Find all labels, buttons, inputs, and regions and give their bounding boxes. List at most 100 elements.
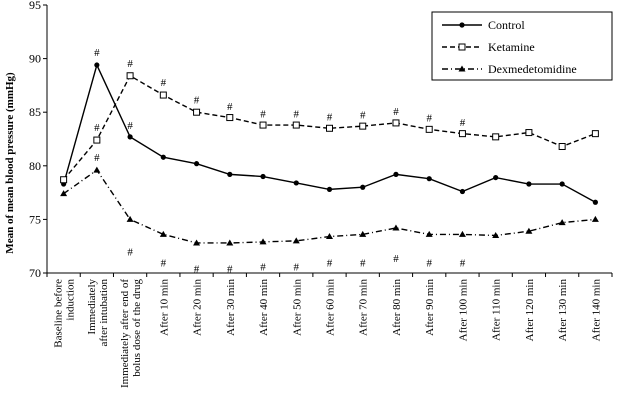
data-point xyxy=(591,215,599,222)
significance-marker: # xyxy=(94,47,100,59)
data-point xyxy=(425,125,433,133)
y-tick-label: 85 xyxy=(29,105,41,119)
legend-label: Dexmedetomidine xyxy=(488,62,577,76)
significance-marker: # xyxy=(460,257,466,269)
significance-marker: # xyxy=(127,58,133,70)
x-tick-label: After 130 min xyxy=(557,279,569,342)
data-point xyxy=(159,230,167,237)
data-point xyxy=(193,161,200,167)
x-tick-label: After 120 min xyxy=(524,279,536,342)
significance-marker: # xyxy=(127,120,133,132)
data-point xyxy=(393,171,399,177)
x-tick-label: After 90 min xyxy=(424,279,436,336)
data-point xyxy=(293,180,299,186)
data-point xyxy=(94,62,100,68)
legend-item-control: Control xyxy=(442,18,525,32)
x-tick-label: After 110 min xyxy=(491,279,503,341)
y-tick-label: 75 xyxy=(29,212,41,226)
data-point xyxy=(526,181,532,187)
data-point xyxy=(60,190,68,197)
x-tick-label: Baseline before induction xyxy=(53,279,77,348)
significance-marker: # xyxy=(393,253,399,265)
data-point xyxy=(93,136,101,144)
significance-marker: # xyxy=(294,262,300,274)
x-tick-label: After 140 min xyxy=(590,279,602,342)
x-axis-ticks: Baseline before induction Immediately after… xyxy=(46,273,613,389)
x-tick-label-line: After 140 min xyxy=(590,279,602,342)
series-ketamine xyxy=(60,72,599,184)
legend-label: Control xyxy=(488,18,525,32)
data-point xyxy=(458,130,466,138)
significance-marker: # xyxy=(327,257,333,269)
significance-marker: # xyxy=(360,257,366,269)
significance-marker: # xyxy=(260,108,266,120)
series-control xyxy=(61,62,598,205)
significance-marker: # xyxy=(227,264,233,276)
significance-marker: # xyxy=(426,113,432,125)
y-axis-label: Mean of mean blood pressure (mmHg) xyxy=(4,72,16,254)
x-tick-label-line: After 60 min xyxy=(325,279,337,336)
data-point xyxy=(359,122,367,130)
data-point xyxy=(127,134,133,140)
legend-label: Ketamine xyxy=(488,40,535,54)
legend-item-dexmedetomidine: Dexmedetomidine xyxy=(442,62,577,76)
significance-marker: # xyxy=(360,109,366,121)
y-tick-label: 80 xyxy=(29,159,41,173)
significance-marker: # xyxy=(327,111,333,123)
x-tick-label-line: After 110 min xyxy=(491,279,503,341)
data-point xyxy=(392,224,400,231)
x-tick-label-line: bolus dose of the drug xyxy=(131,279,143,377)
y-tick-label: 95 xyxy=(29,0,41,12)
x-tick-label-line: After 70 min xyxy=(358,279,370,336)
legend-marker xyxy=(458,43,466,51)
y-tick-label: 70 xyxy=(29,266,41,280)
x-tick-label-line: After 40 min xyxy=(258,279,270,336)
data-point xyxy=(227,171,233,177)
x-tick-label: After 10 min xyxy=(158,279,170,336)
x-tick-label-line: After 100 min xyxy=(457,279,469,342)
x-tick-label: After 20 min xyxy=(192,279,204,336)
data-point xyxy=(492,133,500,141)
significance-marker: # xyxy=(194,94,200,106)
data-point xyxy=(525,227,533,234)
data-point xyxy=(260,173,266,180)
significance-marker: # xyxy=(260,262,266,274)
data-point xyxy=(426,176,432,182)
data-point xyxy=(226,239,234,246)
x-tick-label-line: After 30 min xyxy=(225,279,237,336)
x-tick-label-line: After 120 min xyxy=(524,279,536,342)
data-point xyxy=(359,230,367,237)
data-point xyxy=(558,219,566,226)
data-point xyxy=(459,188,466,195)
series-dexmedetomidine xyxy=(60,166,599,246)
significance-marker: # xyxy=(194,264,200,276)
data-point xyxy=(193,239,201,246)
x-tick-label: After 80 min xyxy=(391,279,403,336)
x-tick-label-line: After 10 min xyxy=(158,279,170,336)
data-point xyxy=(60,176,68,184)
data-point xyxy=(592,199,598,205)
chart-legend: Control Ketamine Dexmedetomidine xyxy=(431,11,613,81)
data-point xyxy=(392,119,400,127)
significance-marker: # xyxy=(94,122,100,134)
significance-marker: # xyxy=(161,257,167,269)
significance-annotations: # # # # # # # # # # # # # # # # # # # # # # # # # # xyxy=(94,47,466,276)
data-point xyxy=(226,114,234,122)
significance-marker: # xyxy=(460,117,466,129)
x-tick-label-line: After 80 min xyxy=(391,279,403,336)
data-point xyxy=(591,130,599,138)
data-point xyxy=(559,181,565,187)
x-tick-label: Immediately after end of bolus dose of th… xyxy=(119,279,143,389)
data-point xyxy=(259,121,267,129)
x-tick-label: Immediately after intubation xyxy=(86,279,110,347)
data-point xyxy=(558,143,566,151)
significance-marker: # xyxy=(393,106,399,118)
x-tick-label: After 50 min xyxy=(291,279,303,336)
significance-marker: # xyxy=(127,247,133,259)
x-tick-label-line: Baseline before xyxy=(53,279,65,348)
data-point xyxy=(292,121,300,129)
data-point xyxy=(126,72,134,80)
x-tick-label-line: After 90 min xyxy=(424,279,436,336)
data-point xyxy=(425,230,433,237)
